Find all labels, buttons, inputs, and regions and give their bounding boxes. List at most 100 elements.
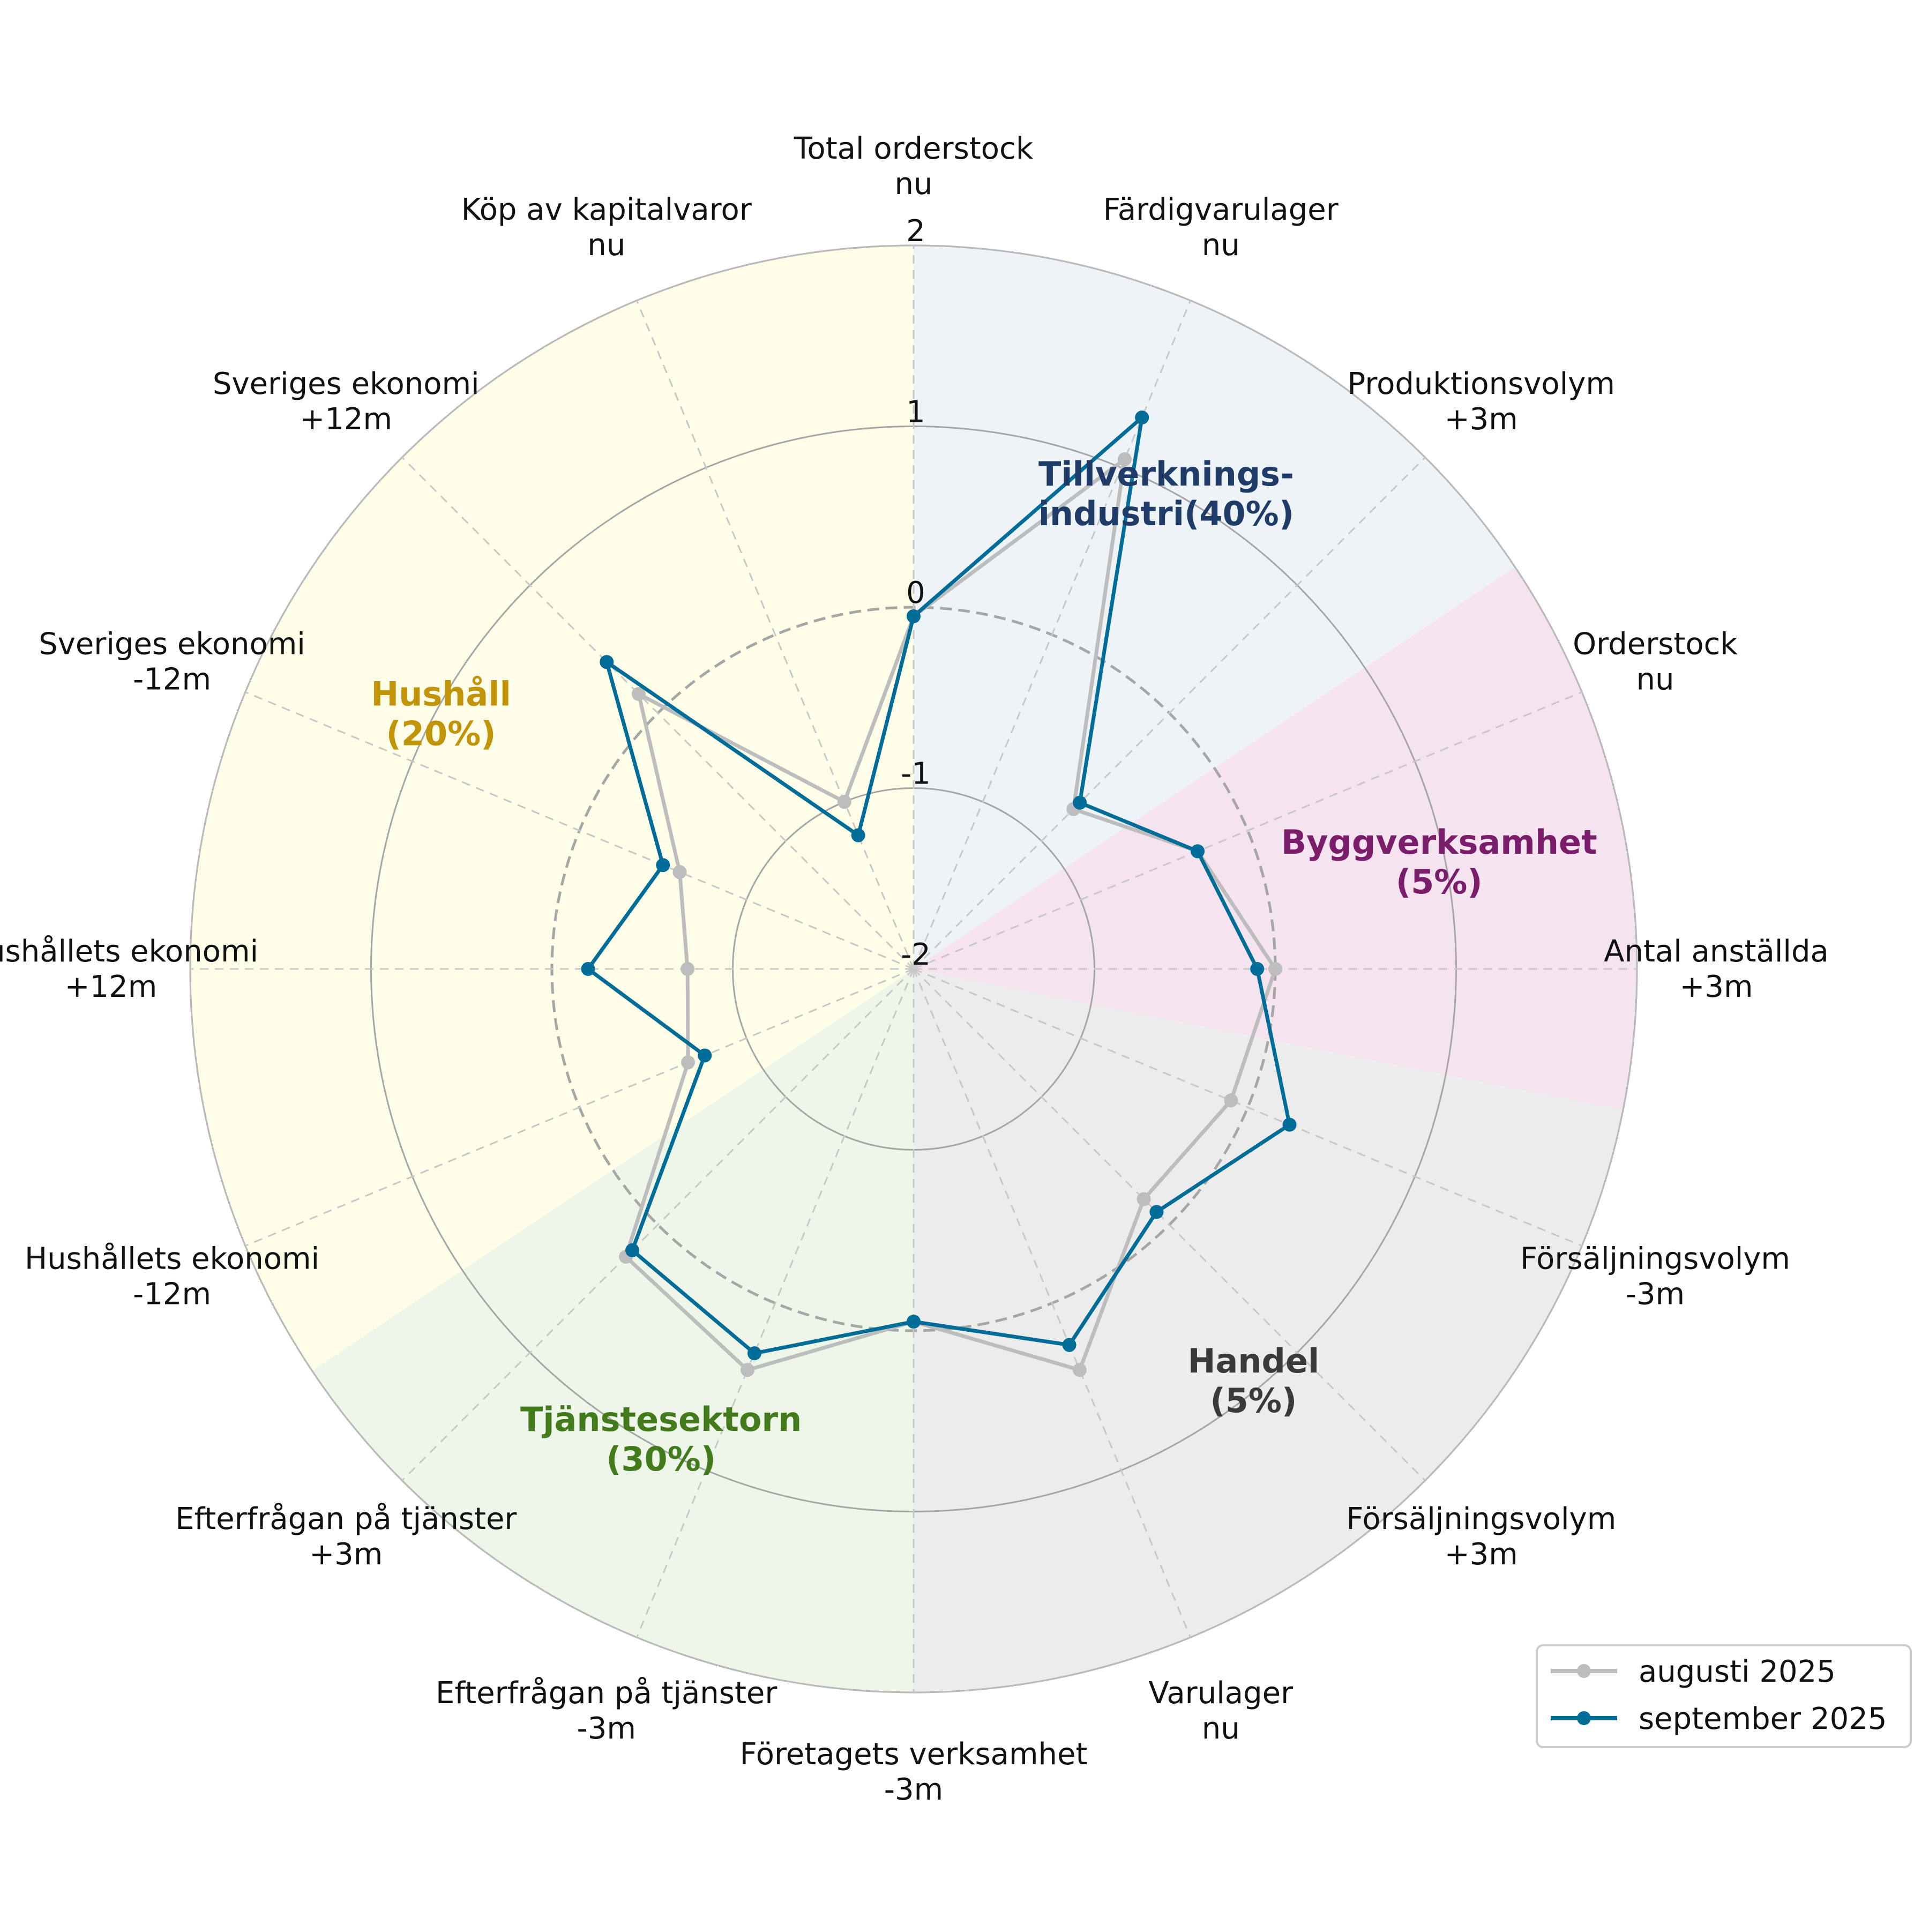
category-label-line: Försäljningsvolym: [1520, 1241, 1790, 1276]
series-point: [1137, 1192, 1151, 1206]
category-label: Sveriges ekonomi +12m: [213, 367, 480, 437]
sector-wedge: [190, 245, 914, 1371]
sector-label: Byggverksamhet (5%): [1281, 823, 1597, 901]
category-label: Efterfrågan på tjänster -3m: [436, 1676, 777, 1746]
radial-tick-labels: -2 -1 0 1 2: [901, 214, 931, 972]
category-label: Antal anställda +3m: [1604, 934, 1829, 1004]
series-point: [837, 795, 851, 809]
series-point: [600, 655, 614, 669]
legend: augusti 2025 september 2025: [1536, 1644, 1912, 1748]
series-point: [698, 1048, 712, 1063]
category-spoke: [913, 968, 1426, 1481]
sector-wedge: [914, 245, 1515, 969]
sector-label: Hushåll (20%): [371, 675, 511, 754]
series-point: [1250, 962, 1265, 976]
category-label: Företagets verksamhet -3m: [740, 1737, 1088, 1807]
category-label-line: Köp av kapitalvaror: [461, 192, 752, 227]
series-point: [1191, 844, 1205, 859]
category-label-line: nu: [1202, 1711, 1240, 1746]
category-label-line: Antal anställda: [1604, 934, 1829, 969]
sector-label-line: Tillverknings-: [1038, 454, 1294, 494]
category-label: Varulager nu: [1148, 1676, 1294, 1746]
legend-swatch-marker: [1577, 1711, 1591, 1725]
category-label: Hushållets ekonomi -12m: [25, 1241, 319, 1311]
sector-wedge: [312, 969, 914, 1692]
series-point: [672, 865, 687, 879]
series-point: [625, 1243, 639, 1258]
sector-label-line: (30%): [606, 1439, 716, 1479]
series-point: [1282, 1117, 1297, 1132]
category-label: Försäljningsvolym +3m: [1346, 1502, 1616, 1572]
sector-labels: Tillverknings-industri(40%) Byggverksamhe…: [371, 454, 1597, 1479]
category-label-line: nu: [587, 228, 625, 263]
category-spoke: [401, 457, 915, 970]
radial-tick-label: 2: [906, 214, 925, 249]
category-label: Total orderstock nu: [794, 131, 1034, 202]
category-label-line: Företagets verksamhet: [740, 1737, 1088, 1772]
category-spoke: [913, 691, 1582, 970]
series-point: [681, 1055, 696, 1070]
series-point: [747, 1346, 761, 1361]
category-spoke: [635, 300, 915, 969]
category-label-line: +12m: [300, 402, 392, 437]
series-point: [741, 1363, 755, 1377]
radial-tick-label: 1: [906, 395, 925, 430]
sector-label-line: Byggverksamhet: [1281, 823, 1597, 862]
series-point: [1062, 1338, 1076, 1352]
category-label-line: +3m: [1679, 969, 1753, 1004]
category-label: Färdigvarulager nu: [1103, 192, 1339, 263]
sector-label-line: (20%): [386, 714, 496, 754]
series-point: [1224, 1093, 1238, 1108]
sector-label: Tjänstesektorn (30%): [520, 1400, 802, 1479]
category-label-line: Sveriges ekonomi: [213, 367, 480, 401]
sector-label-line: (5%): [1396, 862, 1483, 901]
category-label-line: -3m: [577, 1711, 636, 1746]
series-point: [1117, 452, 1132, 466]
series-point: [851, 828, 865, 842]
sector-label-line: Tjänstesektorn: [520, 1400, 802, 1439]
series-point: [907, 1315, 921, 1329]
sector-wedge: [914, 969, 1624, 1692]
category-label-line: Efterfrågan på tjänster: [436, 1676, 777, 1711]
data-series: [581, 411, 1297, 1377]
sector-label-line: industri(40%): [1038, 494, 1294, 533]
category-label-line: Produktionsvolym: [1348, 367, 1615, 401]
category-label: Sveriges ekonomi -12m: [39, 627, 305, 697]
category-label-line: +3m: [309, 1537, 383, 1572]
legend-swatch-marker: [1577, 1664, 1591, 1678]
category-label: Efterfrågan på tjänster +3m: [175, 1502, 517, 1572]
category-label-line: -3m: [1626, 1277, 1685, 1311]
category-spoke: [913, 968, 1192, 1638]
radial-tick-label: -2: [901, 937, 931, 972]
category-label-line: Hushållets ekonomi: [0, 934, 258, 969]
category-label-line: nu: [1202, 228, 1240, 263]
series-point: [581, 962, 595, 976]
legend-box: [1536, 1644, 1912, 1748]
series-point: [907, 609, 921, 623]
category-spoke: [245, 691, 914, 970]
category-spoke: [401, 968, 915, 1481]
category-label-line: -12m: [133, 1277, 211, 1311]
category-label-line: +12m: [65, 969, 158, 1004]
category-label-line: Total orderstock: [794, 131, 1034, 166]
category-label: Försäljningsvolym -3m: [1520, 1241, 1790, 1311]
legend-entry-label: september 2025: [1639, 1702, 1887, 1736]
legend-entry-label: augusti 2025: [1639, 1654, 1836, 1689]
series-point: [1268, 962, 1282, 976]
category-label-line: -3m: [884, 1772, 943, 1807]
series-point: [631, 687, 646, 701]
category-spoke: [635, 968, 915, 1638]
category-label: Hushållets ekonomi+12m: [0, 934, 258, 1004]
series-point: [1149, 1205, 1164, 1219]
category-label-line: nu: [895, 167, 933, 202]
category-label-line: Försäljningsvolym: [1346, 1502, 1616, 1536]
category-label-line: Orderstock: [1573, 627, 1738, 662]
category-label-line: +3m: [1445, 1537, 1518, 1572]
category-label-line: Efterfrågan på tjänster: [175, 1502, 517, 1536]
category-spokes: [190, 245, 1637, 1692]
category-label-line: +3m: [1445, 402, 1518, 437]
sector-label: Handel (5%): [1188, 1341, 1320, 1420]
radial-tick-label: 0: [906, 576, 925, 610]
